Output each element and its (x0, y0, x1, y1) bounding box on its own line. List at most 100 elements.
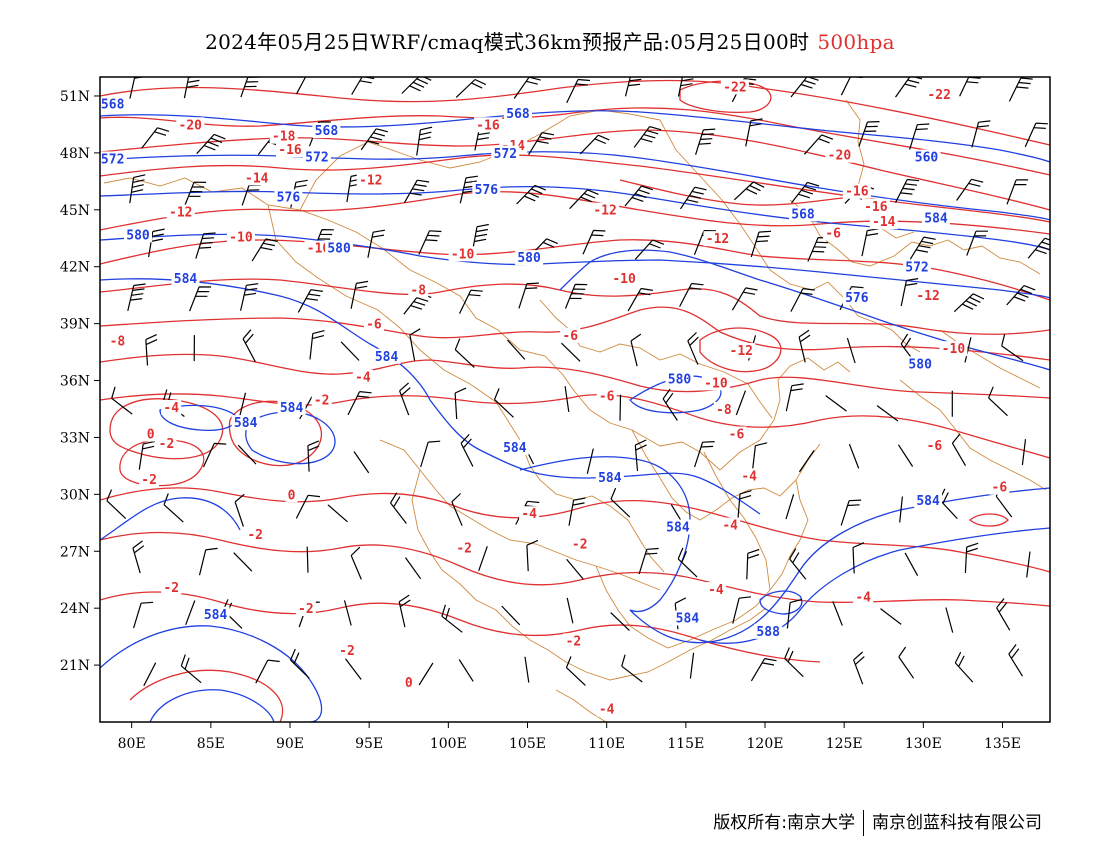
wind-barb (195, 232, 216, 259)
wind-barb (180, 654, 202, 684)
wind-barb (825, 395, 847, 412)
wind-barb (240, 283, 259, 311)
lat-tick-label: 39N (60, 317, 90, 333)
wind-barb (634, 239, 665, 260)
wind-barb (586, 448, 594, 474)
wind-barb (460, 433, 474, 467)
wind-barb (951, 433, 967, 467)
wind-barb (746, 548, 760, 580)
wind-barb (954, 651, 974, 683)
lon-tick-label: 85E (197, 736, 225, 752)
temperature-label-bg (337, 642, 357, 658)
wind-barb (526, 539, 539, 572)
wind-barb (409, 328, 421, 361)
wind-barb (353, 451, 370, 474)
wind-barb (621, 654, 643, 683)
temperature-label: -6 (562, 329, 578, 344)
height-label-bg (515, 250, 544, 266)
height-label-bg (171, 270, 200, 286)
lon-tick-label: 90E (276, 736, 304, 752)
height-label: 588 (756, 625, 780, 640)
temperature-label: -4 (708, 583, 724, 598)
wind-barb (1024, 122, 1048, 148)
wind-barb (143, 662, 157, 687)
height-label-bg (500, 439, 529, 455)
wind-barb (198, 547, 218, 576)
temperature-label: -8 (716, 403, 732, 418)
wind-barb (840, 499, 862, 526)
lat-tick-label: 21N (60, 658, 90, 674)
wind-barb (528, 132, 555, 156)
wind-barb (798, 329, 811, 363)
wind-barb (988, 386, 1008, 417)
wind-barb (790, 77, 819, 98)
temperature-label-bg (853, 589, 874, 605)
wind-barb (405, 557, 422, 580)
wind-barb (309, 330, 325, 360)
wind-barb (899, 496, 903, 523)
wind-barb (634, 439, 647, 472)
wind-barb (964, 337, 972, 363)
height-label: 572 (101, 152, 124, 167)
temperature-label-bg (226, 229, 255, 245)
temperature-label: -2 (247, 528, 263, 543)
wind-barb (132, 540, 145, 574)
temperature-label-bg (473, 117, 502, 133)
wind-barb (242, 329, 256, 362)
temperature-label: 0 (405, 676, 413, 691)
temperature-label-bg (176, 117, 205, 133)
temperature-label: -4 (722, 519, 738, 534)
wind-barb (861, 228, 880, 257)
lon-tick-label: 130E (905, 736, 942, 752)
wind-barb (416, 126, 433, 156)
height-label-bg (201, 606, 230, 622)
plot-area: -20-18-16-16-14-14-12-12-12-10-10-10-10-… (100, 77, 1050, 722)
lon-tick-label: 120E (747, 736, 784, 752)
temperature-label: -2 (298, 602, 314, 617)
temperature-label-bg (939, 341, 968, 357)
wind-barb (1026, 551, 1031, 578)
temperature-label: -16 (278, 143, 302, 158)
wind-barb (840, 77, 863, 96)
temperature-label: -2 (339, 644, 355, 659)
wind-barb (971, 120, 991, 148)
temperature-label-bg (402, 675, 415, 691)
temperature-label: -10 (612, 272, 636, 287)
wind-barb (238, 392, 247, 419)
wind-barb (493, 388, 514, 418)
longitude-axis: 80E 85E 90E 95E 100E 105E 110E 115E 120E 125E 130E… (118, 722, 1021, 752)
wind-barb (307, 440, 320, 472)
wind-barb (389, 492, 407, 524)
wind-barb (367, 229, 386, 258)
wind-barb (237, 444, 257, 465)
latitude-axis: 21N 24N 27N 30N 33N 36N 39N 42N 45N 48N 51N (60, 89, 100, 674)
wind-barb (1006, 285, 1036, 306)
temperature-label: -12 (730, 344, 753, 359)
temperature-label-bg (166, 204, 195, 220)
wind-barb (1027, 237, 1050, 259)
wind-barb (846, 337, 856, 364)
temperature-label-bg (156, 436, 177, 452)
lon-tick-label: 105E (509, 736, 546, 752)
wind-barb (451, 493, 463, 526)
lon-tick-label: 100E (430, 736, 467, 752)
wind-barb (183, 181, 207, 207)
wind-barb (858, 121, 880, 147)
wind-barb (677, 77, 694, 97)
temperature-label: -12 (169, 206, 192, 221)
height-label: 572 (494, 147, 517, 162)
height-label-bg (906, 356, 935, 372)
height-label: 584 (666, 521, 690, 536)
wind-barb (399, 382, 411, 416)
temperature-label: -8 (410, 283, 426, 298)
wind-barb (1021, 439, 1027, 466)
temperature-label-bg (569, 536, 590, 552)
wind-barb (507, 339, 526, 360)
lat-tick-label: 45N (60, 203, 90, 219)
wind-barb (459, 175, 478, 204)
wind-barb (565, 656, 586, 686)
wind-barb (852, 542, 865, 574)
wind-barb (568, 497, 586, 526)
temperature-label: -16 (845, 185, 869, 200)
wind-barb (897, 444, 914, 467)
